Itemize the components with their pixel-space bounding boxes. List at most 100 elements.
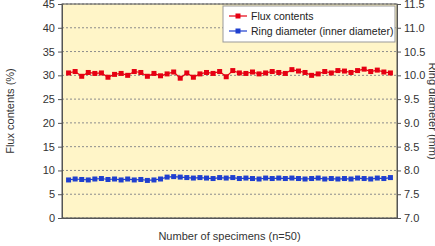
tick: 45	[43, 0, 62, 10]
chart: 0510152025303540457.07.58.08.59.09.510.0…	[0, 0, 435, 246]
tick-mark	[397, 99, 401, 100]
plot-frame	[62, 4, 397, 218]
marker	[257, 71, 262, 76]
marker	[335, 177, 340, 182]
tick: 0	[49, 212, 62, 224]
legend-marker	[236, 14, 241, 19]
marker	[375, 68, 380, 73]
marker	[322, 69, 327, 74]
marker	[362, 176, 367, 181]
tick-mark	[58, 4, 62, 5]
marker	[322, 177, 327, 182]
tick-label: 10	[43, 164, 55, 176]
tick-mark	[58, 218, 62, 219]
tick-label: 30	[43, 69, 55, 81]
y2-axis: 7.07.58.08.59.09.510.010.511.011.5	[397, 0, 425, 224]
tick: 8.5	[397, 141, 419, 153]
legend-label: Flux contents	[251, 10, 313, 22]
marker	[289, 67, 294, 72]
y-axis-title: Flux contents (%)	[4, 68, 16, 154]
tick: 15	[43, 141, 62, 153]
marker	[73, 69, 78, 74]
tick: 11.0	[397, 22, 425, 34]
marker	[158, 73, 163, 78]
marker	[296, 176, 301, 181]
marker	[211, 176, 216, 181]
marker	[289, 176, 294, 181]
marker	[309, 73, 314, 78]
marker	[316, 71, 321, 76]
marker	[270, 176, 275, 181]
tick: 25	[43, 93, 62, 105]
marker	[99, 176, 104, 181]
tick-mark	[58, 28, 62, 29]
marker	[125, 73, 130, 78]
tick: 11.5	[397, 0, 425, 10]
marker	[349, 177, 354, 182]
marker	[368, 177, 373, 182]
tick: 10.5	[397, 46, 425, 58]
tick-label: 20	[43, 117, 55, 129]
marker	[151, 71, 156, 76]
tick-mark	[58, 194, 62, 195]
tick-label: 11.5	[404, 0, 425, 10]
marker	[263, 70, 268, 75]
tick-label: 9.5	[404, 93, 419, 105]
axis-line	[58, 5, 63, 219]
marker	[184, 70, 189, 75]
grid	[62, 4, 397, 218]
marker	[375, 176, 380, 181]
marker	[119, 71, 124, 76]
marker	[243, 176, 248, 181]
marker	[178, 76, 183, 81]
tick-label: 8.5	[404, 141, 419, 153]
marker	[342, 176, 347, 181]
tick-label: 7.0	[404, 212, 419, 224]
series-markers	[66, 174, 393, 183]
marker	[211, 71, 216, 76]
marker	[388, 70, 393, 75]
axis-line	[398, 5, 402, 219]
tick-label: 11.0	[404, 22, 425, 34]
marker	[270, 69, 275, 74]
tick-mark	[397, 75, 401, 76]
marker	[283, 71, 288, 76]
marker	[329, 176, 334, 181]
marker	[381, 70, 386, 75]
y-axis: 051015202530354045	[43, 0, 63, 224]
marker	[105, 177, 110, 182]
marker	[368, 69, 373, 74]
tick-label: 40	[43, 22, 55, 34]
marker	[230, 68, 235, 73]
marker	[237, 70, 242, 75]
x-axis	[63, 218, 398, 219]
marker	[283, 176, 288, 181]
marker	[79, 74, 84, 79]
marker	[171, 174, 176, 179]
tick-mark	[397, 170, 401, 171]
marker	[86, 70, 91, 75]
grid-line	[62, 194, 397, 195]
marker	[237, 176, 242, 181]
marker	[138, 70, 143, 75]
tick-label: 8.0	[404, 164, 419, 176]
marker	[165, 175, 170, 180]
marker	[204, 70, 209, 75]
tick-mark	[397, 28, 401, 29]
marker	[217, 69, 222, 74]
marker	[191, 75, 196, 80]
marker	[224, 74, 229, 79]
tick-mark	[397, 52, 401, 53]
marker	[335, 68, 340, 73]
marker	[105, 75, 110, 80]
marker	[230, 175, 235, 180]
marker	[73, 177, 78, 182]
tick-mark	[58, 123, 62, 124]
tick-mark	[58, 170, 62, 171]
legend-label: Ring diameter (inner diameter)	[251, 25, 393, 37]
marker	[263, 176, 268, 181]
tick-label: 9.0	[404, 117, 419, 129]
tick: 7.0	[397, 212, 419, 224]
series-line	[69, 69, 391, 78]
marker	[388, 175, 393, 180]
